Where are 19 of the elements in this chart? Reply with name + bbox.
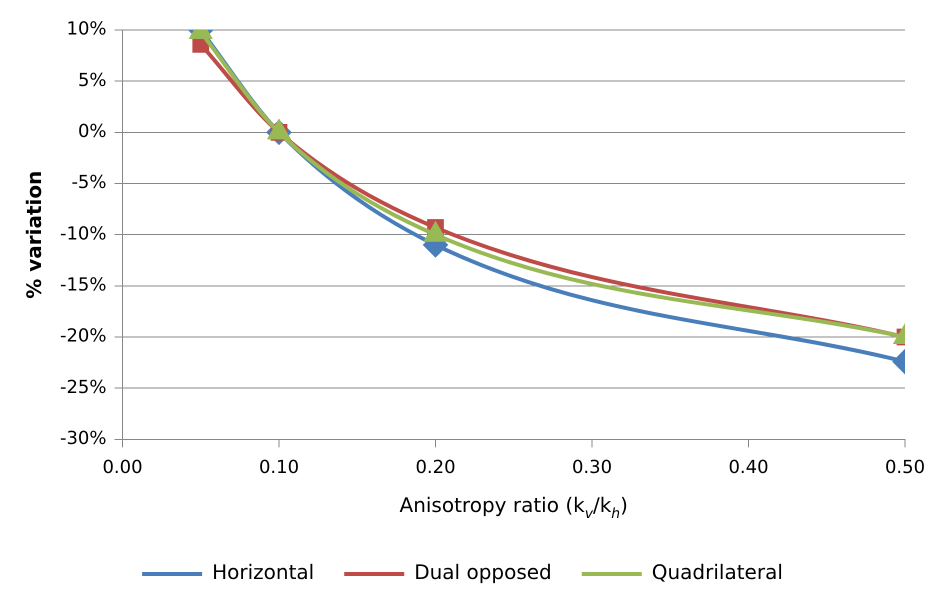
- legend-label: Horizontal: [212, 560, 314, 584]
- y-tick-label: -15%: [60, 274, 107, 296]
- y-tick-label: -5%: [71, 172, 107, 194]
- y-tick-label: 0%: [78, 121, 107, 142]
- y-tick-label: -20%: [60, 326, 107, 347]
- y-axis-title: % variation: [22, 170, 46, 299]
- y-tick-label: -10%: [60, 223, 107, 244]
- x-tick-label: 0.20: [415, 456, 456, 478]
- y-tick-label: 10%: [66, 18, 107, 40]
- legend-label: Dual opposed: [414, 560, 552, 584]
- x-tick-label: 0.10: [258, 456, 300, 478]
- y-tick-label: -25%: [60, 376, 107, 398]
- x-tick-label: 0.40: [728, 456, 769, 478]
- x-tick-label: 0.50: [884, 456, 926, 478]
- x-tick-label: 0.00: [102, 456, 143, 478]
- legend-label: Quadrilateral: [652, 560, 783, 584]
- y-tick-label: -30%: [60, 428, 107, 450]
- x-tick-label: 0.30: [572, 456, 612, 478]
- y-tick-label: 5%: [78, 70, 107, 91]
